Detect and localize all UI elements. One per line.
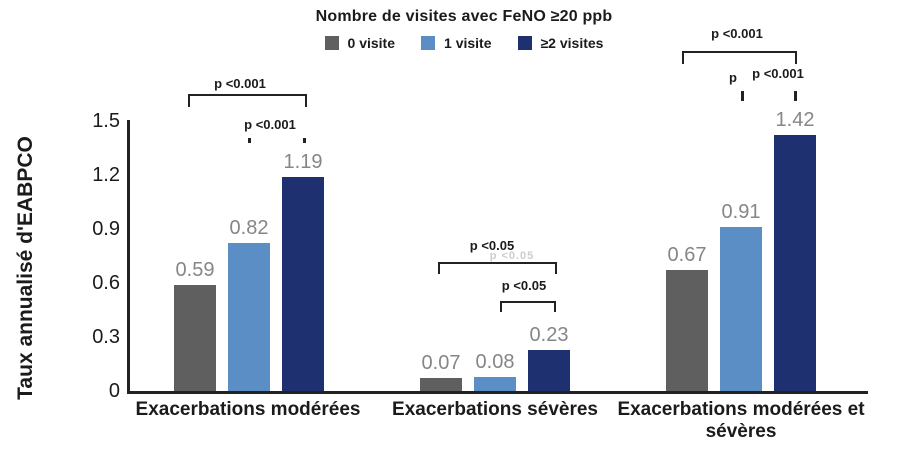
legend-item-1-visite: 1 visite [421,35,492,51]
bar-group1-series2 [228,243,270,391]
pvalue-bracket-combined-outer [682,51,797,64]
category-label-moderees: Exacerbations modérées [135,399,361,420]
pvalue-bracket-remnant [303,138,306,143]
bar-value-label: 0.91 [721,201,761,223]
y-tick-label: 0.9 [92,218,120,240]
pvalue-bracket-remnant [741,91,744,101]
bar-group1-series3 [282,177,324,391]
legend-item-0-visite: 0 visite [324,35,396,51]
y-axis-line [127,120,130,394]
pvalue-label-combined-inner: p <0.001 [752,66,804,81]
x-axis-line [127,391,868,394]
bar-value-label: 0.07 [421,352,461,374]
bar-value-label: 1.19 [283,151,323,173]
y-tick-label: 1.5 [92,110,120,132]
bar-value-label: 0.67 [667,244,707,266]
bar-group1-series1 [174,285,216,391]
legend-title: Nombre de visites avec FeNO ≥20 ppb [315,8,613,25]
y-axis-title: Taux annualisé d'EABPCO [14,136,37,400]
legend-label-2plus-visites: ≥2 visites [540,35,604,51]
legend-swatch-2plus-visites [517,36,532,50]
y-tick-label: 0 [108,380,120,402]
category-label-severes: Exacerbations sévères [392,399,598,420]
legend-swatch-0-visite [324,36,339,50]
erased-pvalue-ghost: p <0.05 [489,250,535,262]
pvalue-label-moderees-inner: p <0.001 [244,117,296,132]
legend-swatch-1-visite [421,36,436,50]
legend-items: 0 visite 1 visite ≥2 visites [234,35,694,51]
category-label-moderees-et-severes: Exacerbations modérées et sévères [617,399,865,442]
legend-label-0-visite: 0 visite [347,35,396,51]
pvalue-label-combined-outer: p <0.001 [711,26,763,41]
bar-value-label: 0.82 [229,217,269,239]
bar-value-label: 0.08 [475,351,515,373]
bar-group3-series3 [774,135,816,391]
bar-value-label: 0.59 [175,259,215,281]
bar-group2-series1 [420,378,462,391]
legend-item-2plus-visites: ≥2 visites [517,35,604,51]
y-tick-label: 0.6 [92,272,120,294]
pvalue-bracket-severes-outer [438,262,557,274]
bar-group2-series2 [474,377,516,391]
bar-group3-series2 [720,227,762,391]
pvalue-bracket-moderees-outer [188,94,307,107]
pvalue-label-severes-inner: p <0.05 [501,278,547,293]
y-tick-label: 0.3 [92,326,120,348]
pvalue-label-combined-stray-p: p [729,70,737,85]
bar-value-label: 0.23 [529,324,569,346]
bar-value-label: 1.42 [775,109,815,131]
pvalue-label-severes-outer: p <0.05 [469,238,515,253]
pvalue-label-moderees-outer: p <0.001 [214,76,266,91]
pvalue-bracket-severes-inner [500,301,556,312]
y-tick-label: 1.2 [92,164,120,186]
pvalue-bracket-remnant [794,91,797,101]
bar-group2-series3 [528,350,570,391]
legend-label-1-visite: 1 visite [444,35,492,51]
legend: Nombre de visites avec FeNO ≥20 ppb 0 vi… [234,8,694,51]
bar-group3-series1 [666,270,708,391]
pvalue-bracket-remnant [248,138,251,143]
